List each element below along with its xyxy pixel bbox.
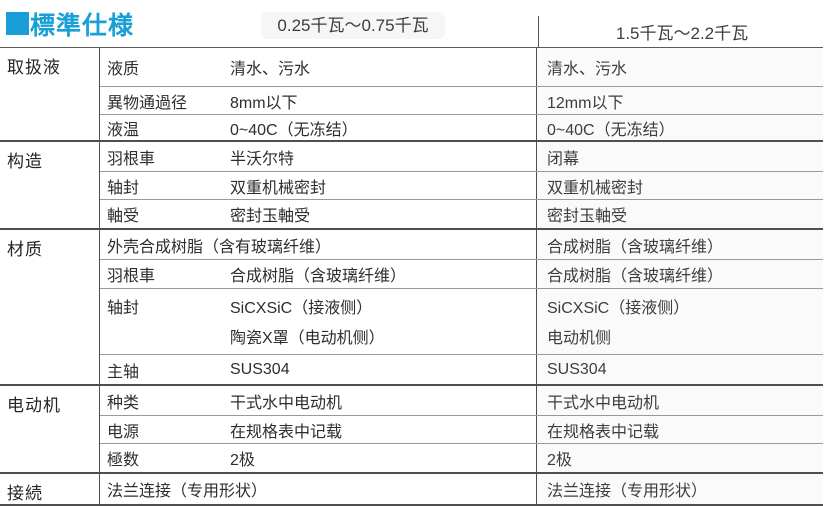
table-row: 法兰连接（专用形状） 法兰连接（专用形状） <box>100 474 823 504</box>
value-small-kw: 法兰连接（专用形状） <box>107 483 268 500</box>
table-row: 种类 干式水中电动机 干式水中电动机 <box>100 386 823 415</box>
spec-group-material: 材质 外壳 合成树脂（含有玻璃纤维） 合成树脂（含玻璃纤维） 羽根車 合成树脂（含… <box>0 228 823 384</box>
value-large-kw: 合成树脂（含玻璃纤维） <box>536 230 823 259</box>
table-row: 液质 清水、污水 清水、污水 <box>100 48 823 86</box>
value-large-kw: 闭幕 <box>536 142 823 171</box>
value-large-kw: 清水、污水 <box>536 48 823 86</box>
table-row: 羽根車 半沃尔特 闭幕 <box>100 142 823 171</box>
table-row: 羽根車 合成树脂（含玻璃纤维） 合成树脂（含玻璃纤维） <box>100 259 823 288</box>
row-label: 轴封 <box>107 179 140 197</box>
spec-group-connection: 接続 法兰连接（专用形状） 法兰连接（专用形状） <box>0 472 823 504</box>
group-category: 取扱液 <box>0 48 100 140</box>
row-label: 羽根車 <box>107 268 156 285</box>
value-small-kw: 清水、污水 <box>230 61 311 78</box>
column-header-small-kw: 0.25千瓦～0.75千瓦 <box>168 11 538 39</box>
group-category: 电动机 <box>0 386 100 472</box>
page-title-text: 標準仕様 <box>30 11 135 40</box>
table-row: 極数 2极 2极 <box>100 443 823 472</box>
group-category: 构造 <box>0 142 100 228</box>
value-small-kw: 半沃尔特 <box>230 150 295 168</box>
group-category: 接続 <box>0 474 100 504</box>
row-label-value-combined: 法兰连接（专用形状） <box>100 474 536 504</box>
value-small-kw: 在规格表中记载 <box>230 423 343 441</box>
value-large-kw: SiCXSiC（接液侧） 电动机侧 <box>536 289 823 354</box>
value-small-kw: 合成树脂（含有玻璃纤维） <box>139 238 332 256</box>
spec-group-motor: 电动机 种类 干式水中电动机 干式水中电动机 电源 在规格表中记载 在规格表中记… <box>0 384 823 472</box>
value-small-kw: 0~40C（无冻结） <box>230 121 358 139</box>
table-row: 电源 在规格表中记载 在规格表中记载 <box>100 415 823 443</box>
row-label: 电源 <box>107 423 140 441</box>
table-row: 轴封 双重机械密封 双重机械密封 <box>100 171 823 199</box>
row-label: 外壳 <box>107 238 140 256</box>
row-label: 極数 <box>107 452 140 469</box>
value-small-kw: 双重机械密封 <box>230 179 327 197</box>
table-row: 主轴 SUS304 SUS304 <box>100 354 823 384</box>
value-large-kw: 12mm以下 <box>536 87 823 114</box>
row-label-value-combined: 外壳 合成树脂（含有玻璃纤维） <box>100 230 536 259</box>
value-small-kw: 合成树脂（含玻璃纤维） <box>230 268 407 285</box>
row-label: 液温 <box>107 121 140 139</box>
page-title: 標準仕様 <box>0 6 168 42</box>
value-small-kw: SiCXSiC（接液侧） 陶瓷X罩（电动机侧） <box>230 300 385 347</box>
row-label: 轴封 <box>107 300 140 317</box>
row-label: 異物通過径 <box>107 94 188 112</box>
table-row: 轴封 SiCXSiC（接液侧） 陶瓷X罩（电动机侧） SiCXSiC（接液侧） … <box>100 288 823 354</box>
value-small-kw: 干式水中电动机 <box>230 394 343 412</box>
table-header: 標準仕様 0.25千瓦～0.75千瓦 1.5千瓦～2.2千瓦 <box>0 0 823 47</box>
value-large-kw: 法兰连接（专用形状） <box>536 474 823 504</box>
group-category: 材质 <box>0 230 100 384</box>
row-label: 种类 <box>107 394 140 412</box>
row-label: 主轴 <box>107 363 140 381</box>
value-small-kw: 2极 <box>230 452 255 469</box>
value-large-kw: 合成树脂（含玻璃纤维） <box>536 260 823 288</box>
spec-group-structure: 构造 羽根車 半沃尔特 闭幕 轴封 双重机械密封 双重机械密封 軸受 密封玉軸受… <box>0 140 823 228</box>
value-small-kw: SUS304 <box>230 360 290 378</box>
table-row: 軸受 密封玉軸受 密封玉軸受 <box>100 199 823 228</box>
spec-table: 取扱液 液质 清水、污水 清水、污水 異物通過径 8mm以下 12mm以下 液温… <box>0 47 823 506</box>
table-row: 異物通過径 8mm以下 12mm以下 <box>100 86 823 114</box>
value-large-kw: 在规格表中记载 <box>536 416 823 443</box>
value-large-kw: 双重机械密封 <box>536 172 823 199</box>
column-header-large-kw: 1.5千瓦～2.2千瓦 <box>538 16 825 47</box>
value-large-kw: 0~40C（无冻结） <box>536 115 823 140</box>
value-large-kw: 干式水中电动机 <box>536 386 823 415</box>
row-label: 羽根車 <box>107 150 156 168</box>
table-row: 液温 0~40C（无冻结） 0~40C（无冻结） <box>100 114 823 140</box>
value-large-kw: 密封玉軸受 <box>536 200 823 228</box>
table-row: 外壳 合成树脂（含有玻璃纤维） 合成树脂（含玻璃纤维） <box>100 230 823 259</box>
value-small-kw: 密封玉軸受 <box>230 208 311 225</box>
value-small-kw: 8mm以下 <box>230 94 298 112</box>
value-large-kw: 2极 <box>536 444 823 472</box>
row-label: 液质 <box>107 61 140 78</box>
title-square-icon <box>6 12 29 35</box>
row-label: 軸受 <box>107 208 140 225</box>
value-large-kw: SUS304 <box>536 355 823 384</box>
spec-group-handled-liquid: 取扱液 液质 清水、污水 清水、污水 異物通過径 8mm以下 12mm以下 液温… <box>0 47 823 140</box>
